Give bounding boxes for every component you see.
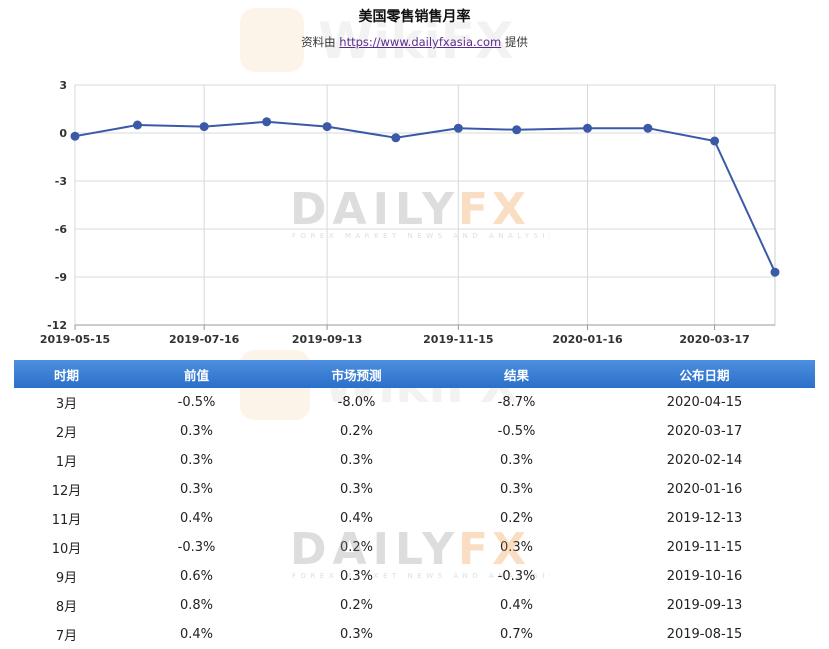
table-header-row: 时期 前值 市场预测 结果 公布日期 [14, 360, 815, 388]
x-tick-label: 2019-09-13 [292, 333, 362, 346]
cell-period: 3月 [55, 397, 78, 412]
x-tick-label: 2020-01-16 [552, 333, 623, 346]
x-tick-label: 2019-05-15 [40, 333, 110, 346]
data-point [512, 125, 522, 135]
data-point [391, 133, 401, 143]
y-tick-label: 3 [59, 79, 67, 92]
data-point [643, 123, 653, 133]
data-point [262, 117, 272, 127]
cell-previous: 0.3% [179, 482, 214, 497]
cell-previous: 0.4% [179, 627, 214, 642]
cell-actual: 0.7% [499, 627, 534, 642]
cell-actual: 0.4% [499, 598, 534, 613]
header-actual: 结果 [439, 360, 594, 388]
cell-period: 11月 [51, 513, 82, 528]
table-row: 2月 0.3% 0.2% -0.5% 2020-03-17 [14, 417, 815, 446]
table-row: 11月 0.4% 0.4% 0.2% 2019-12-13 [14, 504, 815, 533]
cell-previous: 0.3% [179, 424, 214, 439]
data-point [770, 267, 780, 277]
cell-previous: -0.3% [177, 540, 216, 555]
cell-release-date: 2019-12-13 [666, 511, 743, 526]
cell-actual: 0.3% [499, 540, 534, 555]
header-forecast: 市场预测 [274, 360, 439, 388]
cell-forecast: 0.2% [339, 598, 374, 613]
cell-forecast: 0.3% [339, 569, 374, 584]
y-tick-label: -3 [55, 175, 67, 188]
table-row: 12月 0.3% 0.3% 0.3% 2020-01-16 [14, 475, 815, 504]
cell-forecast: 0.3% [339, 627, 374, 642]
table-row: 9月 0.6% 0.3% -0.3% 2019-10-16 [14, 562, 815, 591]
data-point [453, 123, 463, 133]
cell-actual: -0.3% [497, 569, 536, 584]
cell-actual: -0.5% [497, 424, 536, 439]
cell-period: 10月 [51, 542, 82, 557]
cell-forecast: 0.3% [339, 482, 374, 497]
table-row: 8月 0.8% 0.2% 0.4% 2019-09-13 [14, 591, 815, 620]
x-tick-label: 2020-03-17 [679, 333, 749, 346]
cell-release-date: 2019-08-15 [666, 627, 743, 642]
cell-actual: 0.2% [499, 511, 534, 526]
chart-title: 美国零售销售月率 [358, 9, 471, 25]
series-line [74, 120, 776, 273]
data-point [583, 123, 592, 133]
plot-area-border [74, 84, 776, 326]
cell-forecast: 0.2% [339, 424, 374, 439]
cell-forecast: -8.0% [337, 395, 376, 410]
y-tick-label: -12 [47, 319, 67, 332]
cell-period: 8月 [55, 600, 78, 615]
cell-previous: -0.5% [177, 395, 216, 410]
cell-period: 1月 [55, 455, 78, 470]
cell-release-date: 2020-02-14 [666, 453, 743, 468]
data-point [322, 122, 332, 132]
y-tick-label: -9 [55, 271, 67, 284]
cell-release-date: 2020-01-16 [666, 482, 743, 497]
cell-release-date: 2019-09-13 [666, 598, 743, 613]
cell-period: 7月 [55, 629, 78, 644]
cell-actual: -8.7% [497, 395, 536, 410]
header-period: 时期 [14, 360, 119, 388]
cell-period: 12月 [51, 484, 82, 499]
y-tick-label: -6 [55, 223, 68, 236]
cell-actual: 0.3% [499, 453, 534, 468]
chart-subtitle: 资料由 https://www.dailyfxasia.com 提供 [0, 34, 829, 50]
subtitle-suffix: 提供 [504, 35, 528, 49]
cell-release-date: 2019-11-15 [666, 540, 743, 555]
y-tick-label: 0 [59, 127, 67, 140]
cell-forecast: 0.3% [339, 453, 374, 468]
cell-previous: 0.8% [179, 598, 214, 613]
table-row: 1月 0.3% 0.3% 0.3% 2020-02-14 [14, 446, 815, 475]
data-point [70, 131, 80, 141]
cell-previous: 0.6% [179, 569, 214, 584]
cell-forecast: 0.2% [339, 540, 374, 555]
table-row: 10月 -0.3% 0.2% 0.3% 2019-11-15 [14, 533, 815, 562]
cell-release-date: 2020-04-15 [666, 395, 743, 410]
data-table: 时期 前值 市场预测 结果 公布日期 3月 -0.5% -8.0% -8.7% 2020… [14, 360, 815, 649]
cell-release-date: 2020-03-17 [666, 424, 743, 439]
source-link[interactable]: https://www.dailyfxasia.com [339, 35, 502, 49]
header-release-date: 公布日期 [594, 360, 815, 388]
cell-release-date: 2019-10-16 [666, 569, 743, 584]
cell-forecast: 0.4% [339, 511, 374, 526]
x-tick-label: 2019-11-15 [423, 333, 493, 346]
cell-actual: 0.3% [499, 482, 534, 497]
cell-previous: 0.4% [179, 511, 214, 526]
cell-period: 2月 [55, 426, 78, 441]
cell-period: 9月 [55, 571, 78, 586]
data-point [710, 136, 720, 146]
header-previous: 前值 [119, 360, 274, 388]
table-row: 3月 -0.5% -8.0% -8.7% 2020-04-15 [14, 388, 815, 417]
subtitle-prefix: 资料由 [301, 35, 336, 49]
table-row: 7月 0.4% 0.3% 0.7% 2019-08-15 [14, 620, 815, 649]
cell-previous: 0.3% [179, 453, 214, 468]
data-point [133, 120, 142, 130]
x-tick-label: 2019-07-16 [169, 333, 240, 346]
data-point [199, 122, 209, 132]
